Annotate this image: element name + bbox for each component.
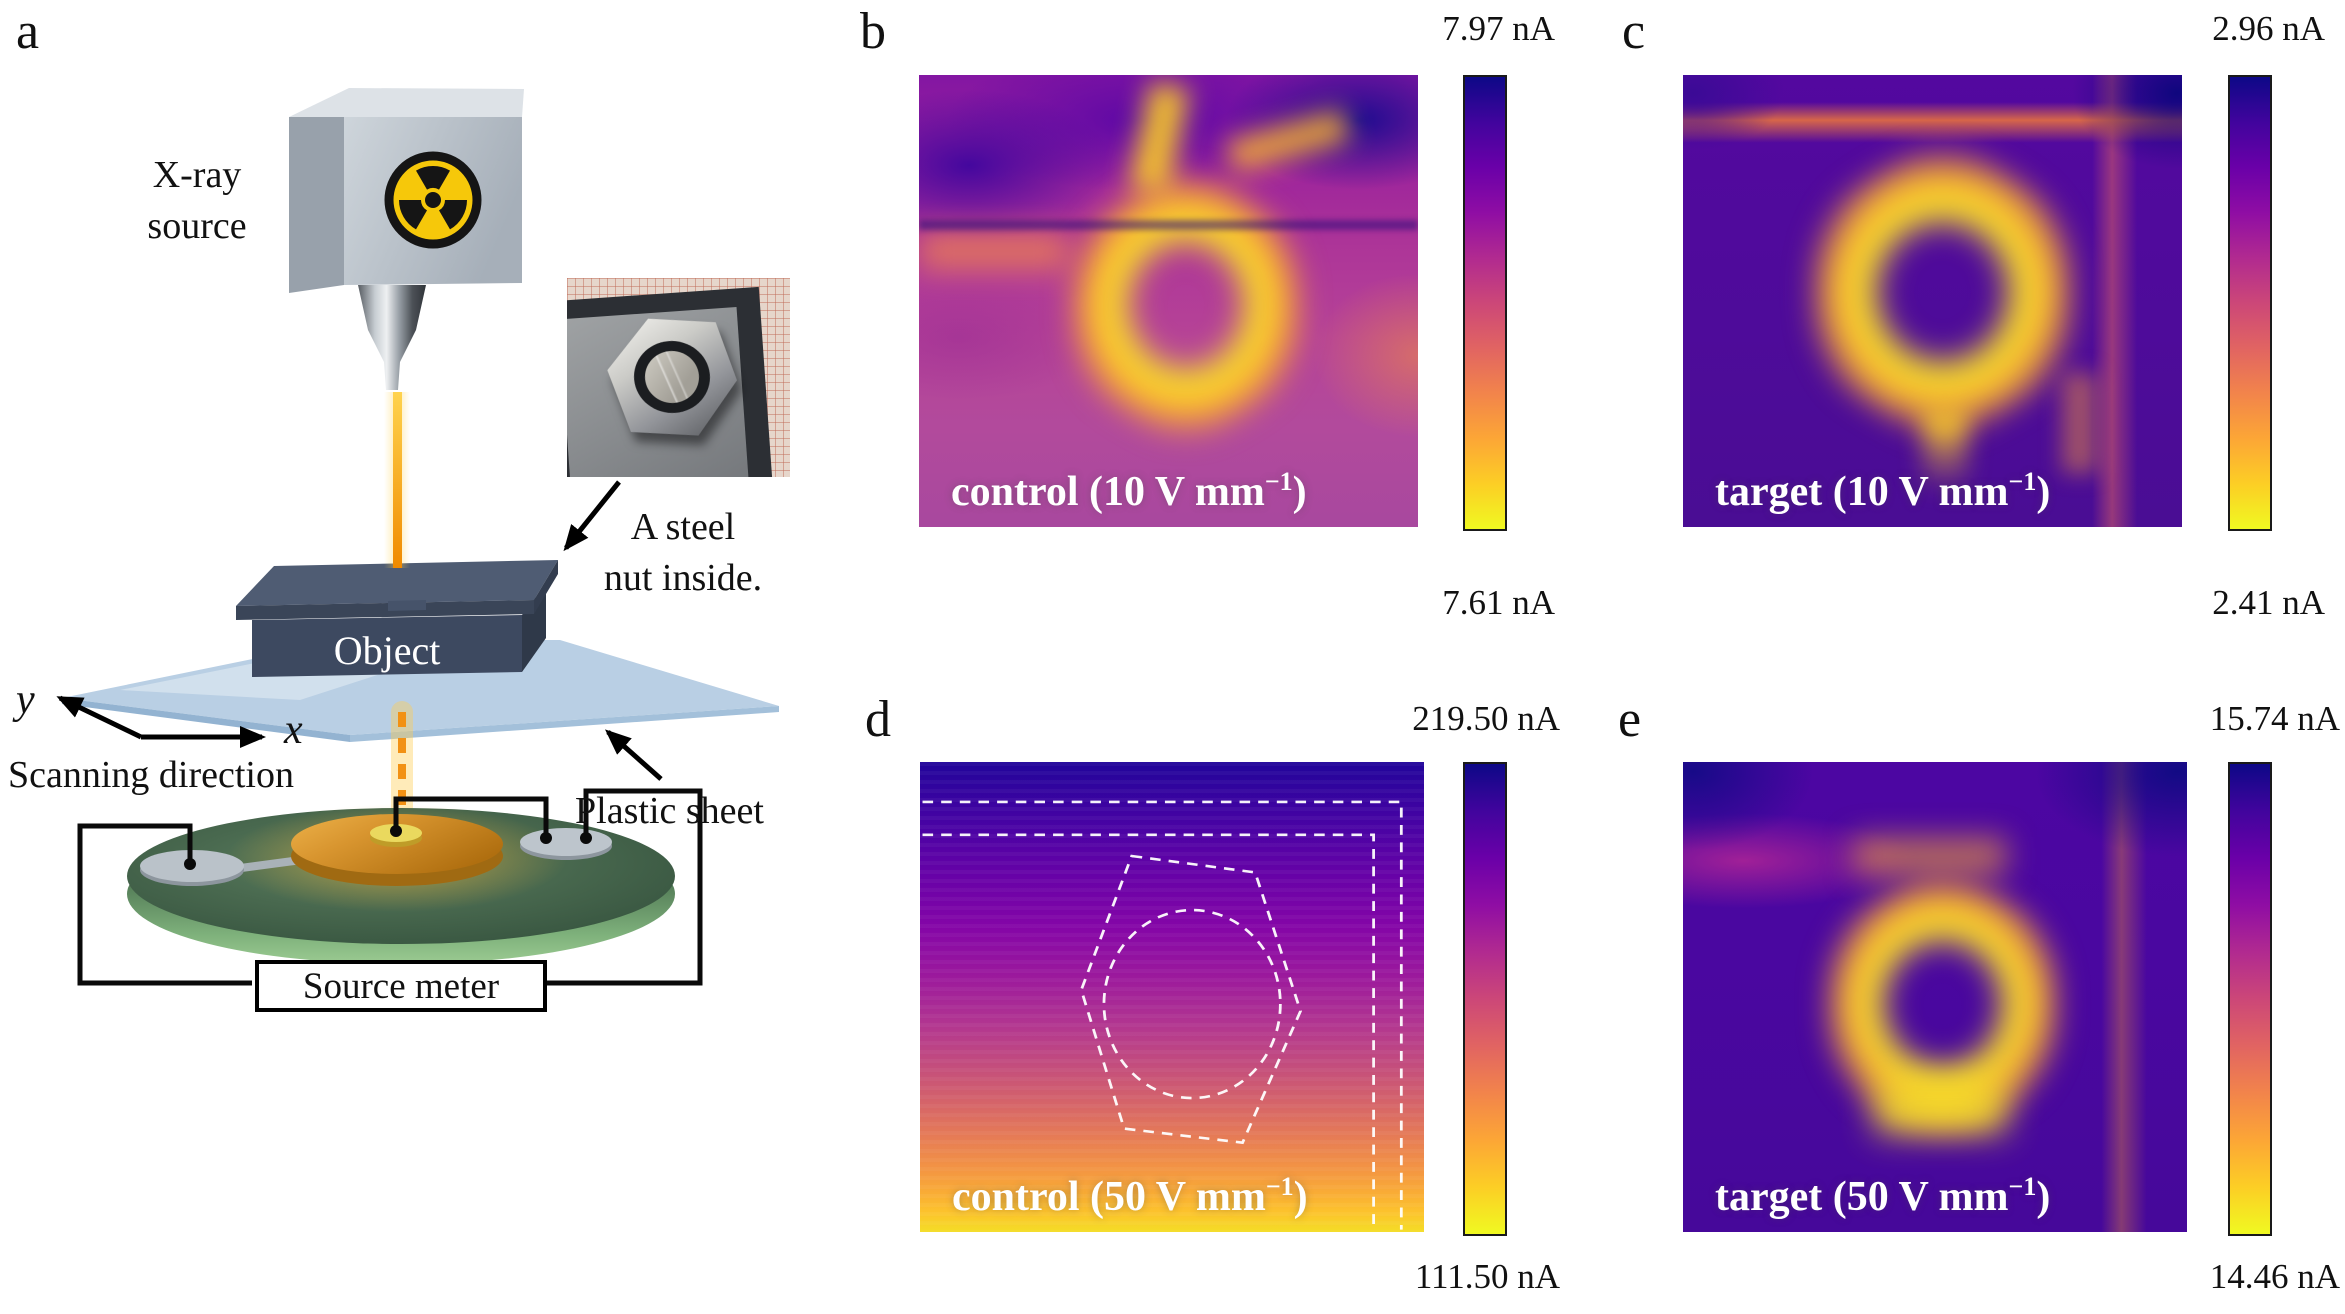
colorbar-e-max: 15.74 nA xyxy=(2209,699,2340,738)
streak-e-bottom xyxy=(1874,1081,2006,1134)
plastic-sheet-arrow xyxy=(605,729,663,781)
heatmap-e-label: target (50 V mm−1) xyxy=(1715,1174,2051,1220)
steel-nut-note: A steel nut inside. xyxy=(578,502,788,605)
steel-nut-note-line2: nut inside. xyxy=(603,557,763,600)
label-e-prefix: target (50 V mm xyxy=(1715,1174,2009,1220)
setup-diagram xyxy=(56,88,779,986)
label-d-sup: −1 xyxy=(1265,1172,1294,1201)
nut-photo-inset xyxy=(567,278,790,477)
label-b-prefix: control (10 V mm xyxy=(951,469,1265,515)
heatmap-b: control (10 V mm−1) xyxy=(919,75,1418,527)
source-meter-box: Source meter xyxy=(255,960,547,1012)
heatmap-c: target (10 V mm−1) xyxy=(1683,75,2182,527)
panel-letter-b: b xyxy=(860,3,886,60)
label-b-suffix: ) xyxy=(1292,469,1307,515)
xray-beam xyxy=(384,392,410,568)
streak-b-left xyxy=(919,233,1069,270)
axis-y-label: y xyxy=(16,677,35,723)
nut-ring-b xyxy=(1054,160,1318,451)
xray-source-label: X-ray source xyxy=(92,150,302,253)
object-box xyxy=(236,560,558,677)
xray-source-line2: source xyxy=(147,205,247,248)
heatmap-d: control (50 V mm−1) xyxy=(920,762,1424,1232)
streak-c-bottomright xyxy=(2062,373,2098,473)
label-e-sup: −1 xyxy=(2008,1172,2037,1201)
axis-x-label: x xyxy=(284,707,303,753)
circuit-wires xyxy=(77,788,703,986)
scanning-direction-label: Scanning direction xyxy=(8,754,294,796)
label-e-suffix: ) xyxy=(2036,1174,2051,1220)
colorbar-c xyxy=(2228,75,2272,531)
label-d-prefix: control (50 V mm xyxy=(952,1174,1266,1220)
colorbar-e xyxy=(2228,762,2272,1236)
label-d-suffix: ) xyxy=(1293,1174,1308,1220)
colorbar-c-min: 2.41 nA xyxy=(2212,583,2325,622)
heatmap-e: target (50 V mm−1) xyxy=(1683,762,2187,1232)
scanline-b xyxy=(919,219,1418,231)
xray-nozzle xyxy=(358,285,426,390)
heatmap-c-label: target (10 V mm−1) xyxy=(1715,469,2051,515)
source-meter-label: Source meter xyxy=(302,965,500,1007)
detector-disc xyxy=(127,804,675,964)
streak-e-top xyxy=(1854,837,2006,875)
label-b-sup: −1 xyxy=(1264,467,1293,496)
steel-nut-note-line1: A steel xyxy=(630,506,736,548)
object-label: Object xyxy=(333,628,441,673)
streak-c-bottompoint xyxy=(1922,409,1968,491)
colorbar-d xyxy=(1463,762,1507,1236)
panel-letter-a: a xyxy=(16,3,40,60)
colorbar-d-min: 111.50 nA xyxy=(1414,1257,1560,1296)
nut-ring-c xyxy=(1793,133,2092,451)
label-c-sup: −1 xyxy=(2008,467,2037,496)
colorbar-b xyxy=(1463,75,1507,531)
plastic-sheet-label: Plastic sheet xyxy=(575,790,764,832)
colorbar-b-min: 7.61 nA xyxy=(1442,583,1555,622)
radiation-icon xyxy=(384,151,482,249)
photo-steel-nut xyxy=(601,312,743,443)
colorbar-c-max: 2.96 nA xyxy=(2212,9,2325,48)
colorbar-b-max: 7.97 nA xyxy=(1442,9,1555,48)
label-c-suffix: ) xyxy=(2036,469,2051,515)
heatmap-b-label: control (10 V mm−1) xyxy=(951,469,1307,515)
steel-nut-arrow xyxy=(563,480,621,552)
panel-letter-c: c xyxy=(1622,3,1646,60)
colorbar-e-min: 14.46 nA xyxy=(2209,1257,2340,1296)
colorbar-d-max: 219.50 nA xyxy=(1412,699,1560,738)
wire-terminals xyxy=(184,825,592,870)
nut-outline-overlay xyxy=(922,800,1403,1230)
panel-letter-d: d xyxy=(865,691,891,748)
panel-letter-e: e xyxy=(1618,691,1642,748)
xray-source-line1: X-ray xyxy=(152,154,242,196)
scanning-axes xyxy=(56,695,266,748)
heatmap-d-label: control (50 V mm−1) xyxy=(952,1174,1308,1220)
label-c-prefix: target (10 V mm xyxy=(1715,469,2009,515)
